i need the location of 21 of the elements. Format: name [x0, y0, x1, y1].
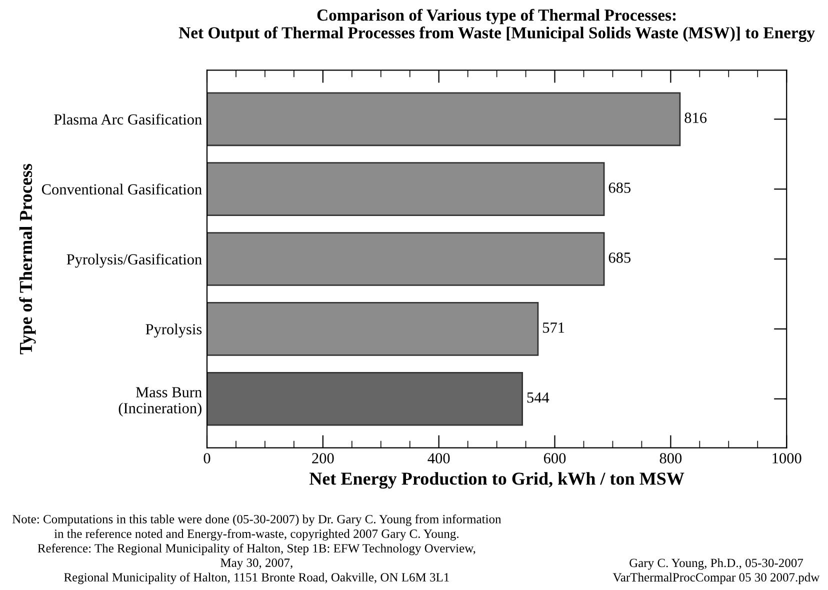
- y-tick-label: Mass Burn (Incineration): [118, 387, 202, 416]
- x-tick-label: 800: [660, 453, 682, 464]
- y-tick-label: Plasma Arc Gasification: [54, 114, 202, 125]
- y-tick-label: Pyrolysis: [146, 324, 202, 338]
- x-tick-label: 1000: [772, 453, 802, 464]
- x-tick-label: 0: [204, 453, 210, 464]
- text: Note: Computations in this table were done (05-30-2007) by Dr. Gary C. Young from information in the reference noted and Energy-from-waste, copyrighted 2007 Gary C. Young. Reference: The Regional Municipality of Halton, Step 1B: EFW Technology Overview, May 30, 2007, Regional Municipality of Halton, 1151 Bronte Road, Oakville, ON L6M 3L1: [12, 514, 502, 584]
- x-tick-label: 200: [312, 453, 334, 464]
- data-label: 816: [684, 112, 707, 123]
- y-tick-label: Pyrolysis/Gasification: [66, 254, 202, 268]
- x-axis-title: Net Energy Production to Grid, kWh / ton MSW: [309, 472, 684, 489]
- data-label: 685: [608, 252, 631, 263]
- chart-title: Comparison of Various type of Thermal Processes: Net Output of Thermal Processes from Waste [Municipal Solids Waste (MSW)] to Energy: [178, 8, 815, 42]
- data-label: 544: [527, 392, 550, 403]
- text: Gary C. Young, Ph.D., 05-30-2007 VarThermalProcCompar 05 30 2007.pdw: [612, 558, 820, 584]
- data-label: 571: [543, 322, 564, 333]
- x-tick-label: 600: [544, 453, 566, 464]
- x-tick-label: 400: [428, 453, 450, 464]
- y-tick-label: Conventional Gasification: [42, 184, 202, 195]
- data-label: 685: [608, 182, 631, 193]
- y-axis-title: Type of Thermal Process: [19, 164, 36, 354]
